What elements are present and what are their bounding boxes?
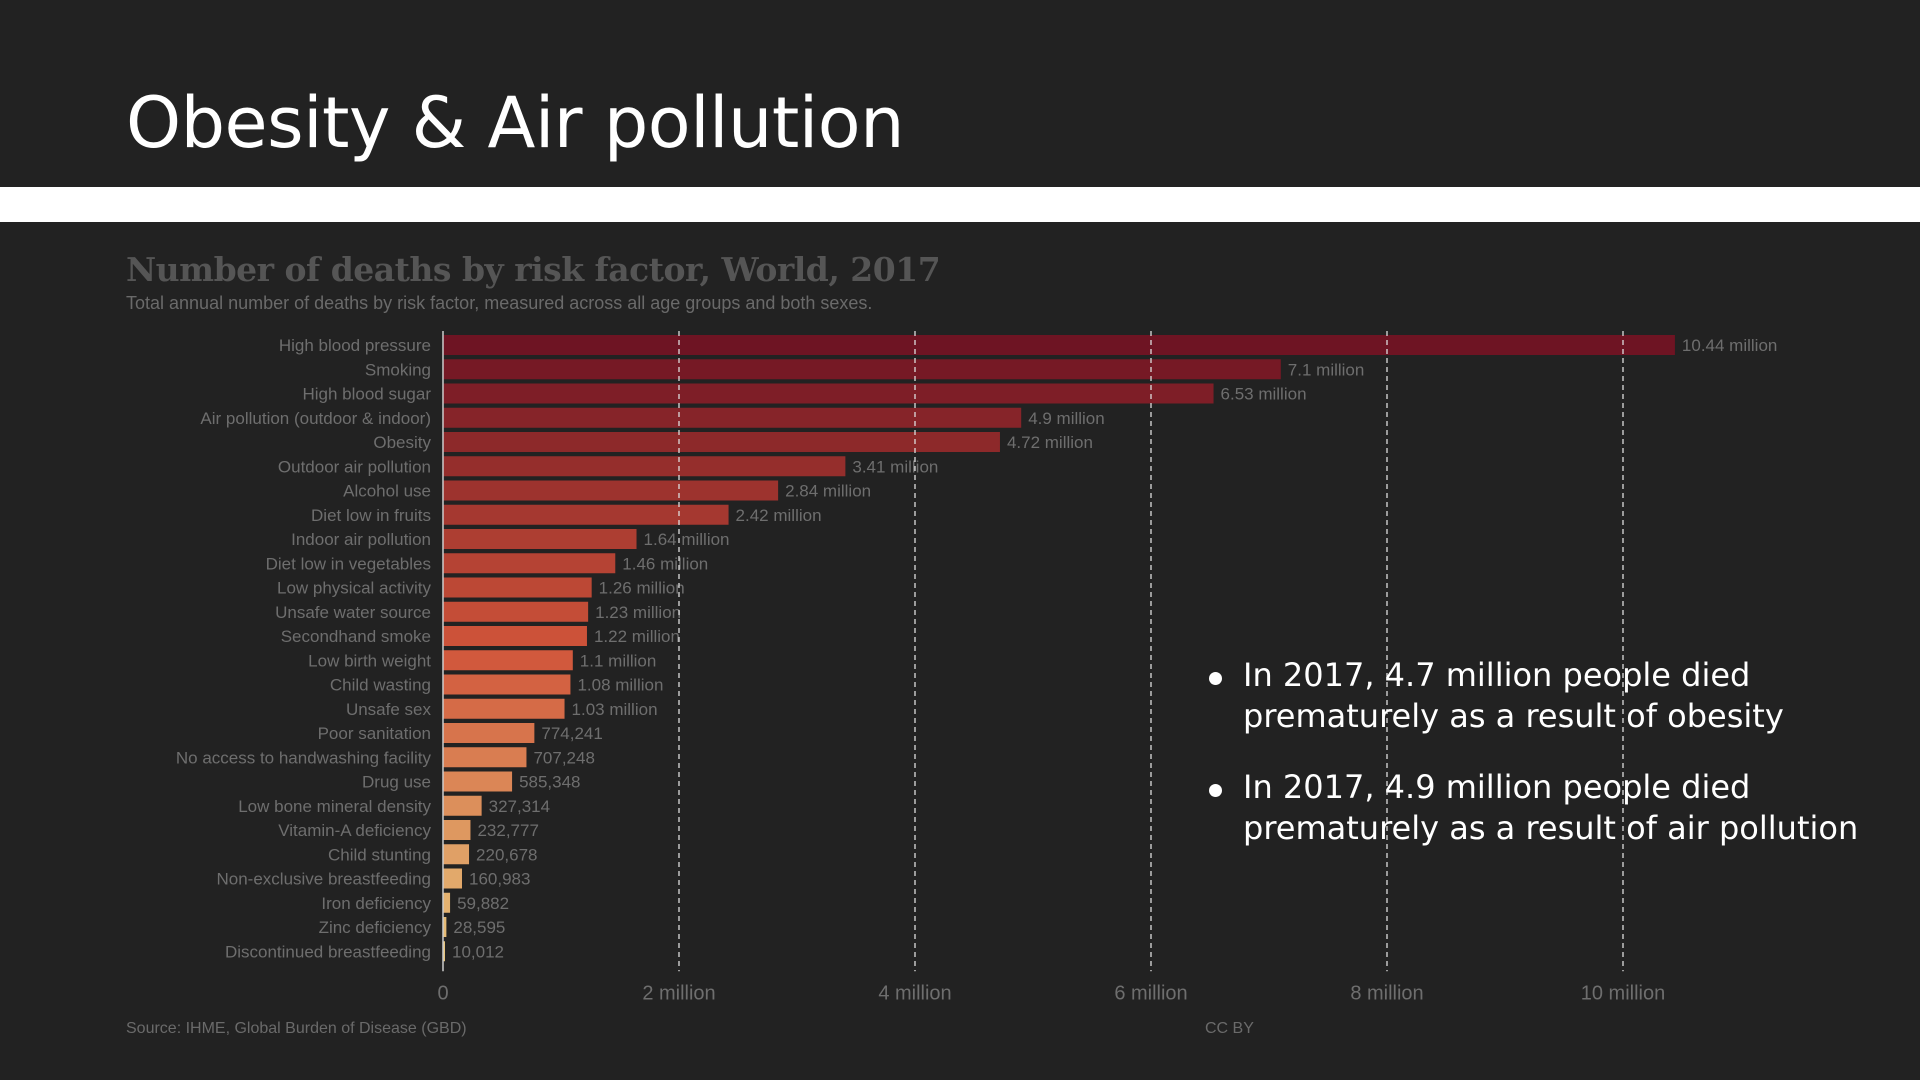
header-divider [0,187,1920,222]
bullet-icon [1209,784,1222,797]
note-text: In 2017, 4.9 million people died prematu… [1243,768,1859,847]
category-label: Diet low in fruits [311,506,431,525]
category-label: Iron deficiency [321,894,431,913]
value-label: 2.84 million [785,482,871,501]
bar [443,650,573,671]
bar [443,868,462,889]
bar [443,553,616,574]
category-label: Vitamin-A deficiency [278,821,431,840]
category-label: Outdoor air pollution [278,457,431,476]
value-label: 232,777 [477,821,538,840]
category-label: Low birth weight [308,651,431,670]
category-label: Low physical activity [277,579,432,598]
category-label: Child stunting [328,845,431,864]
x-tick-label: 2 million [642,982,715,1004]
category-label: Diet low in vegetables [266,554,431,573]
x-tick-label: 8 million [1350,982,1423,1004]
bar [443,504,729,525]
bar [443,820,471,840]
category-label: High blood pressure [279,336,431,355]
value-label: 4.72 million [1007,433,1093,452]
value-label: 1.08 million [577,676,663,695]
bar [443,747,527,768]
category-label: Alcohol use [343,482,431,501]
category-label: Obesity [373,433,431,452]
value-label: 10.44 million [1682,336,1777,355]
value-label: 2.42 million [736,506,822,525]
value-label: 707,248 [533,748,594,767]
category-label: Drug use [362,773,431,792]
bullet-icon [1209,672,1222,685]
category-label: Unsafe sex [346,700,432,719]
chart-title: Number of deaths by risk factor, World, … [126,250,941,289]
bar [443,723,535,743]
category-label: High blood sugar [302,385,431,404]
value-label: 1.64 million [644,530,730,549]
note-text: In 2017, 4.7 million people died prematu… [1243,656,1784,735]
bar [443,771,513,792]
x-tick-label: 0 [437,982,448,1004]
value-label: 585,348 [519,773,580,792]
x-tick-label: 4 million [878,982,951,1004]
value-label: 327,314 [489,797,550,816]
value-label: 3.41 million [852,457,938,476]
value-label: 774,241 [541,724,602,743]
category-label: Secondhand smoke [281,627,431,646]
category-label: Child wasting [330,676,431,695]
bar [443,674,571,695]
notes-list: In 2017, 4.7 million people died prematu… [1205,655,1905,879]
note-item: In 2017, 4.9 million people died prematu… [1205,767,1905,849]
value-label: 59,882 [457,894,509,913]
category-label: Low bone mineral density [238,797,431,816]
bar [443,577,592,598]
category-label: Zinc deficiency [319,918,432,937]
category-label: Poor sanitation [318,724,431,743]
bar [443,432,1000,452]
x-tick-label: 6 million [1114,982,1187,1004]
category-label: Indoor air pollution [291,530,431,549]
value-label: 1.22 million [594,627,680,646]
category-label: No access to handwashing facility [176,748,432,767]
category-label: Smoking [365,360,431,379]
value-label: 220,678 [476,845,537,864]
bar [443,844,470,865]
category-label: Air pollution (outdoor & indoor) [200,409,431,428]
category-label: Unsafe water source [275,603,431,622]
bar [443,892,451,913]
bar [443,383,1214,404]
bar [443,359,1281,380]
value-label: 1.23 million [595,603,681,622]
chart-source: Source: IHME, Global Burden of Disease (… [126,1020,467,1037]
value-label: 28,595 [453,918,505,937]
note-item: In 2017, 4.7 million people died prematu… [1205,655,1905,737]
slide-title: Obesity & Air pollution [126,82,904,164]
value-label: 1.03 million [572,700,658,719]
value-label: 10,012 [452,942,504,961]
bar [443,941,445,962]
bar [443,529,637,549]
value-label: 6.53 million [1221,385,1307,404]
value-label: 1.26 million [599,579,685,598]
bar-chart: High blood pressure 10.44 million Smoking 7… [176,331,1777,1004]
bar [443,335,1675,355]
bar [443,407,1022,428]
chart-license: CC BY [1205,1020,1254,1037]
value-label: 4.9 million [1028,409,1105,428]
bar [443,601,589,622]
category-label: Discontinued breastfeeding [225,942,431,961]
bar [443,795,482,816]
bar [443,456,846,477]
value-label: 160,983 [469,870,530,889]
bar [443,698,565,719]
value-label: 1.1 million [580,651,657,670]
bar [443,626,587,646]
x-tick-label: 10 million [1581,982,1665,1004]
bar [443,917,447,937]
category-label: Non-exclusive breastfeeding [216,870,431,889]
chart-subtitle: Total annual number of deaths by risk fa… [126,293,873,313]
value-label: 7.1 million [1288,360,1365,379]
bar [443,480,779,501]
value-label: 1.46 million [622,554,708,573]
